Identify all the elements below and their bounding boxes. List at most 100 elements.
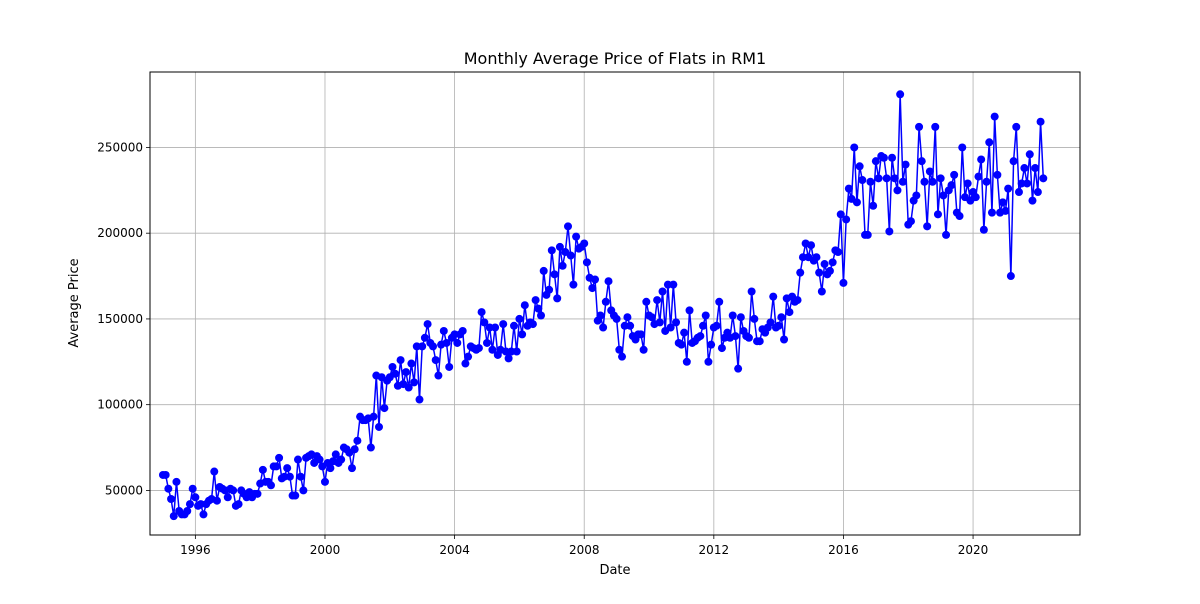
data-point: [888, 153, 897, 162]
data-point: [234, 500, 243, 509]
data-point: [283, 464, 292, 473]
data-point: [550, 270, 559, 279]
data-point: [453, 338, 462, 347]
data-point: [596, 311, 605, 320]
data-point: [858, 176, 867, 185]
data-point: [488, 345, 497, 354]
data-point: [685, 306, 694, 315]
data-point: [731, 332, 740, 341]
data-point: [766, 318, 775, 327]
data-point: [893, 186, 902, 195]
data-point: [987, 208, 996, 217]
data-point: [477, 308, 486, 317]
data-point: [896, 90, 905, 99]
data-point: [642, 297, 651, 306]
data-point: [537, 311, 546, 320]
data-point: [993, 170, 1002, 179]
axis-ticks: 1996 2000 2004 2008 2012 2016 2020 50000 100000 1…: [97, 140, 988, 557]
data-point: [885, 227, 894, 236]
data-point: [564, 222, 573, 231]
data-point: [985, 138, 994, 147]
data-point: [601, 297, 610, 306]
data-point: [445, 362, 454, 371]
data-point: [971, 193, 980, 202]
data-point: [161, 470, 170, 479]
data-point: [807, 241, 816, 250]
data-point: [275, 453, 284, 462]
data-point: [520, 301, 529, 310]
data-point: [1028, 196, 1037, 205]
data-point: [229, 486, 238, 495]
data-point: [866, 177, 875, 186]
data-point: [774, 321, 783, 330]
data-point: [555, 242, 564, 251]
data-point: [434, 371, 443, 380]
data-point: [420, 333, 429, 342]
data-point: [717, 344, 726, 353]
data-point: [682, 357, 691, 366]
data-point: [326, 464, 335, 473]
data-point: [504, 354, 513, 363]
data-point: [947, 181, 956, 190]
data-point: [582, 258, 591, 267]
data-point: [704, 357, 713, 366]
data-point: [612, 314, 621, 323]
data-point: [680, 328, 689, 337]
data-point: [898, 177, 907, 186]
y-tick-label: 50000: [105, 483, 143, 497]
data-point: [407, 359, 416, 368]
data-point: [636, 330, 645, 339]
data-point: [518, 330, 527, 339]
data-point: [639, 345, 648, 354]
data-point: [1014, 188, 1023, 197]
data-point: [815, 268, 824, 277]
data-point: [820, 260, 829, 269]
data-point: [415, 395, 424, 404]
data-point: [272, 462, 281, 471]
data-point: [380, 404, 389, 413]
data-point: [901, 160, 910, 169]
data-point: [350, 445, 359, 454]
data-point: [707, 340, 716, 349]
data-point: [1020, 164, 1029, 173]
series-group: [158, 90, 1048, 521]
data-point: [925, 167, 934, 176]
data-point: [396, 356, 405, 365]
data-point: [958, 143, 967, 152]
data-point: [299, 486, 308, 495]
data-point: [793, 296, 802, 305]
data-point: [939, 191, 948, 200]
data-point: [1031, 164, 1040, 173]
data-point: [933, 210, 942, 219]
data-point: [291, 491, 300, 500]
data-point: [315, 455, 324, 464]
data-point: [1006, 272, 1015, 281]
data-point: [404, 383, 413, 392]
data-point: [1001, 206, 1010, 215]
data-point: [172, 477, 181, 486]
data-point: [653, 296, 662, 305]
x-tick-label: 2012: [699, 543, 730, 557]
data-point: [285, 472, 294, 481]
data-point: [658, 287, 667, 296]
data-point: [499, 320, 508, 329]
data-point: [863, 230, 872, 239]
data-point: [701, 311, 710, 320]
data-point: [855, 162, 864, 171]
data-point: [1025, 150, 1034, 159]
data-point: [669, 280, 678, 289]
data-point: [391, 369, 400, 378]
data-point: [923, 222, 932, 231]
y-tick-label: 200000: [97, 226, 143, 240]
data-point: [480, 318, 489, 327]
x-tick-label: 2000: [310, 543, 341, 557]
data-point: [188, 484, 197, 493]
data-point: [750, 314, 759, 323]
data-point: [647, 313, 656, 322]
data-point: [963, 179, 972, 188]
data-point: [747, 287, 756, 296]
data-point: [293, 455, 302, 464]
data-point: [545, 285, 554, 294]
data-point: [374, 422, 383, 431]
